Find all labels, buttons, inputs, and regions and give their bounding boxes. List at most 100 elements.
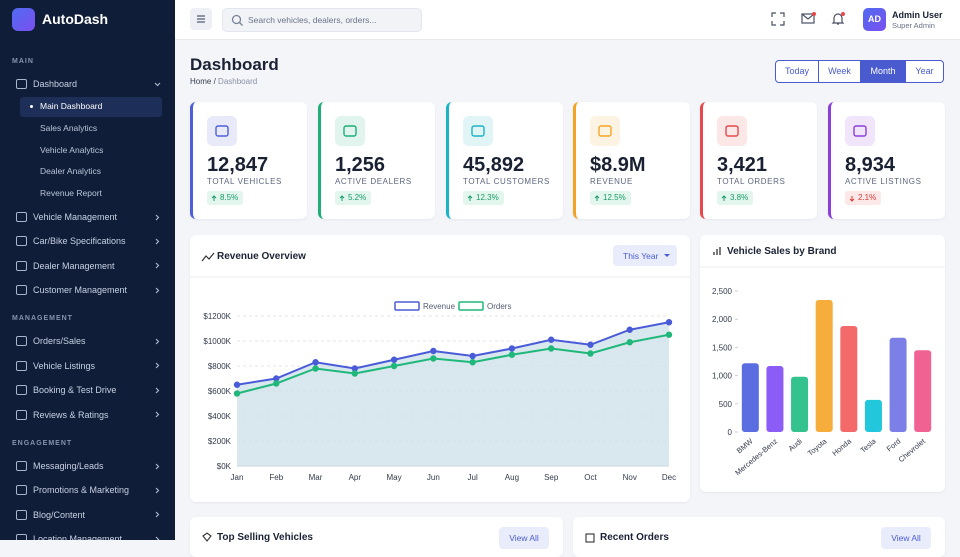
point (390, 356, 398, 363)
nav-item[interactable]: Customer Management (0, 278, 175, 302)
glyph (598, 125, 612, 137)
chevron (155, 411, 160, 418)
stat-glyph (725, 125, 739, 137)
legend-swatch (458, 301, 484, 311)
nav-item[interactable]: Dashboard (0, 72, 175, 96)
chevron (155, 463, 160, 470)
stat-card: $8.9M REVENUE 12.5% (573, 102, 690, 219)
topbar: Search vehicles, dealers, orders... AD A… (175, 0, 960, 40)
filter-caret (664, 254, 670, 257)
stat-glyph (215, 125, 229, 137)
period-button[interactable]: Today (775, 60, 819, 83)
nav-label: Reviews & Ratings (33, 409, 109, 420)
bell-icon[interactable] (831, 11, 847, 27)
nav-item[interactable]: Promotions & Marketing (0, 478, 175, 502)
stat-value: 1,256 (335, 154, 386, 176)
y-tick-label: 2,000 (712, 315, 733, 324)
nav-item[interactable]: Vehicle Management (0, 205, 175, 229)
period-button[interactable]: Month (861, 60, 906, 83)
nav-subitem[interactable]: Revenue Report (0, 183, 175, 205)
arrow (849, 195, 855, 202)
filter-button[interactable] (613, 245, 677, 266)
nav-subitem[interactable]: Dealer Analytics (0, 161, 175, 183)
nav-subitem[interactable]: Main Dashboard (0, 96, 175, 118)
search-box[interactable]: Search vehicles, dealers, orders... (222, 8, 422, 32)
point (587, 350, 594, 357)
nav-icon (16, 211, 27, 222)
chevron-path (155, 262, 160, 269)
stat-icon (463, 116, 493, 146)
y-tick-label: $200K (208, 437, 232, 446)
nav-subitem[interactable]: Sales Analytics (0, 118, 175, 140)
nav-icon (16, 79, 27, 89)
nav-label: Messaging/Leads (33, 460, 104, 471)
view-all-button[interactable]: View All (881, 527, 931, 549)
change-text: 2.1% (858, 193, 877, 202)
view-all-button[interactable]: View All (499, 527, 549, 549)
stat-icon (335, 116, 365, 146)
page-title: Dashboard (190, 55, 279, 74)
change-text: 3.8% (730, 193, 749, 202)
bar (791, 376, 809, 432)
x-tick-label: Feb (269, 473, 283, 482)
stat-icon (590, 116, 620, 146)
avatar[interactable]: AD (863, 8, 886, 31)
stat-change: 12.3% (463, 191, 504, 205)
x-tick-label: Jun (427, 473, 440, 482)
brand-chart: Vehicle Sales by Brand 0 500 1,000 1,500 2,00… (700, 246, 945, 477)
point (665, 319, 673, 326)
bar (741, 363, 759, 432)
panel-title: Recent Orders (600, 532, 669, 543)
nav-label: Car/Bike Specifications (33, 236, 126, 247)
sidebar: AutoDash MAIN Dashboard Main Dashboard Sale… (0, 0, 175, 540)
nav-item[interactable]: Reviews & Ratings (0, 403, 175, 427)
x-tick-label: Ford (885, 437, 903, 454)
breadcrumb-item[interactable]: Home (190, 77, 212, 86)
menu-button[interactable] (190, 8, 212, 30)
revenue-card: Revenue Overview This Year $0K $200K $400K $6… (190, 235, 690, 502)
nav-label: Dealer Management (33, 260, 115, 271)
bar (766, 366, 784, 432)
filter-label: This Year (623, 251, 659, 261)
fullscreen-icon[interactable] (771, 12, 785, 26)
y-tick-label: $0K (217, 462, 232, 471)
nav-icon (16, 534, 27, 540)
change-text: 12.3% (476, 193, 499, 202)
nav-item[interactable]: Messaging/Leads (0, 454, 175, 478)
nav-label: Vehicle Listings (33, 360, 96, 371)
nav-item[interactable]: Booking & Test Drive (0, 378, 175, 402)
x-tick-label: Chevrolet (897, 436, 928, 464)
nav-item[interactable]: Vehicle Listings (0, 354, 175, 378)
x-tick-label: Jan (231, 473, 244, 482)
nav-item[interactable]: Location Management (0, 527, 175, 540)
legend-label: Orders (487, 302, 511, 311)
point (665, 331, 673, 338)
nav-item[interactable]: Car/Bike Specifications (0, 229, 175, 253)
chevron (155, 487, 160, 494)
chevron-path (155, 463, 160, 470)
bar (914, 350, 932, 432)
point (587, 341, 594, 348)
stat-card: 8,934 ACTIVE LISTINGS 2.1% (828, 102, 945, 219)
nav-label: Booking & Test Drive (33, 385, 117, 396)
arrow (721, 194, 727, 201)
chevron (155, 511, 160, 518)
nav-icon (16, 409, 27, 420)
nav-subitem[interactable]: Vehicle Analytics (0, 140, 175, 162)
point (351, 370, 359, 377)
nav-item[interactable]: Orders/Sales (0, 329, 175, 353)
chevron (155, 238, 160, 245)
stat-label: TOTAL ORDERS (717, 177, 786, 186)
x-tick-label: Aug (505, 473, 519, 482)
nav-item[interactable]: Dealer Management (0, 254, 175, 278)
mail-icon[interactable] (801, 11, 817, 27)
chevron-path (155, 411, 160, 418)
period-button[interactable]: Week (819, 60, 861, 83)
nav-label: Blog/Content (33, 509, 86, 520)
stat-label: REVENUE (590, 177, 633, 186)
nav-item[interactable]: Blog/Content (0, 503, 175, 527)
change-text: 8.5% (220, 193, 239, 202)
nav: MAIN Dashboard Main Dashboard Sales Analyti… (0, 52, 175, 540)
period-button[interactable]: Year (906, 60, 944, 83)
nav-sublabel: Sales Analytics (40, 123, 98, 134)
